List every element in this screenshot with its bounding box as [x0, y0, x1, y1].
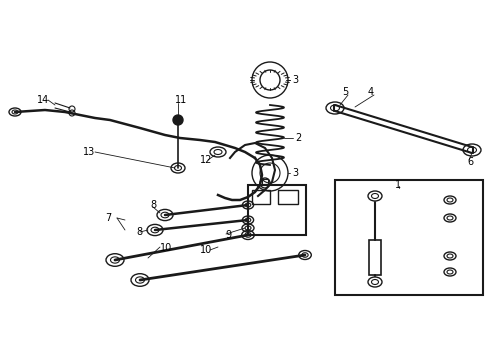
Bar — [335, 180, 483, 295]
Bar — [262, 179, 268, 184]
Text: 5: 5 — [342, 87, 348, 97]
Text: 4: 4 — [368, 87, 374, 97]
Text: 8: 8 — [136, 227, 142, 237]
Text: 11: 11 — [175, 95, 187, 105]
Text: 10: 10 — [200, 245, 212, 255]
Bar — [248, 185, 306, 235]
Text: 3: 3 — [292, 168, 298, 178]
Bar — [278, 190, 298, 204]
Text: 9: 9 — [225, 230, 231, 240]
Text: 12: 12 — [200, 155, 212, 165]
Text: 14: 14 — [37, 95, 49, 105]
Text: 7: 7 — [105, 213, 111, 223]
Circle shape — [173, 115, 183, 125]
Text: 10: 10 — [160, 243, 172, 253]
Text: 8: 8 — [150, 200, 156, 210]
Text: 1: 1 — [395, 180, 401, 190]
Text: 2: 2 — [295, 133, 301, 143]
Bar — [369, 240, 381, 275]
Text: 6: 6 — [467, 157, 473, 167]
Text: 3: 3 — [292, 75, 298, 85]
Text: 13: 13 — [83, 147, 95, 157]
Bar — [252, 190, 270, 204]
